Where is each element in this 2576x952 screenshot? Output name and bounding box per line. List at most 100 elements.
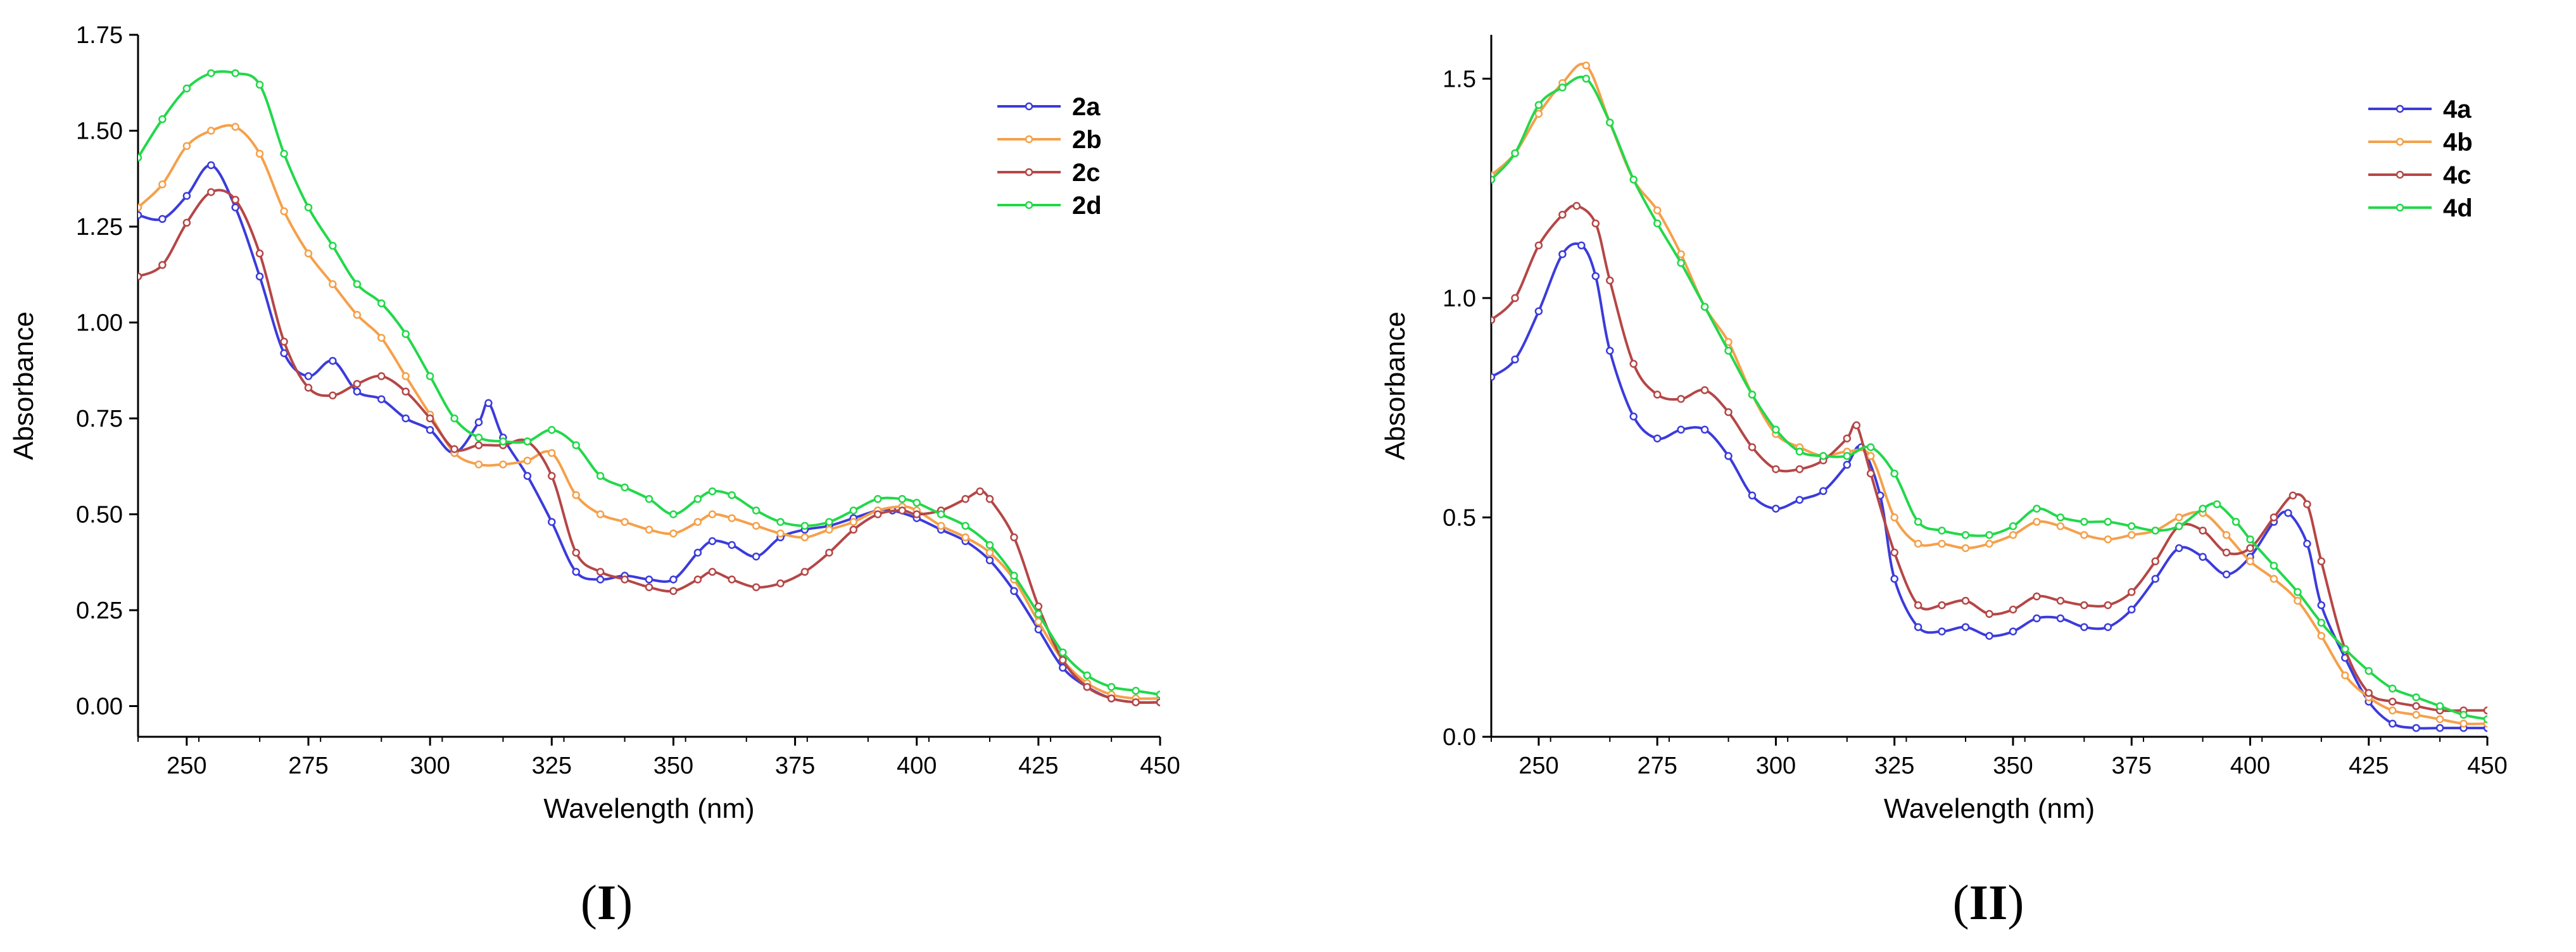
x-tick-label: 325 (532, 753, 572, 779)
series-4d (1491, 75, 2487, 723)
data-point (1985, 610, 1993, 618)
data-point (1132, 698, 1140, 706)
data-point (231, 203, 239, 211)
series-2b (138, 123, 1160, 703)
data-point (182, 192, 191, 200)
data-point (2175, 522, 2183, 530)
data-point (138, 203, 142, 211)
x-tick-label: 375 (2112, 753, 2152, 779)
x-tick-label: 400 (897, 753, 937, 779)
x-tick-label: 375 (775, 753, 815, 779)
data-point (752, 522, 761, 530)
data-point (849, 506, 858, 515)
data-point (1534, 101, 1543, 110)
data-point (645, 575, 653, 584)
x-axis-label: Wavelength (nm) (543, 793, 754, 824)
data-point (401, 372, 410, 380)
data-point (2199, 504, 2207, 513)
data-point (2199, 526, 2207, 535)
y-axis-label: Absorbance (8, 311, 39, 460)
data-point (669, 587, 678, 595)
data-point (1677, 250, 1685, 258)
data-point (1890, 575, 1898, 583)
data-point (1107, 694, 1116, 703)
data-point (1653, 391, 1662, 399)
data-point (138, 153, 142, 162)
data-point (1795, 448, 1804, 456)
data-point (2270, 513, 2278, 522)
data-point (1914, 623, 1923, 631)
data-point (1156, 698, 1160, 706)
legend-item-4c: 4c (2368, 161, 2472, 189)
data-point (621, 483, 629, 492)
data-point (450, 414, 458, 423)
panel-label: (I) (581, 875, 633, 930)
data-point (1591, 272, 1600, 280)
data-point (2033, 614, 2041, 623)
data-point (1059, 663, 1067, 672)
data-point (752, 552, 761, 561)
data-point (937, 522, 945, 530)
x-axis-label: Wavelength (nm) (1884, 793, 2095, 824)
data-point (2303, 539, 2311, 548)
data-point (2104, 601, 2112, 610)
x-tick-label: 400 (2230, 753, 2270, 779)
data-point (693, 495, 702, 503)
data-point (377, 299, 386, 308)
data-point (2270, 575, 2278, 583)
legend-item-4d: 4d (2368, 194, 2473, 222)
data-point (1629, 175, 1638, 184)
data-point (728, 575, 736, 584)
data-point (2364, 689, 2373, 697)
x-tick-label: 425 (2349, 753, 2389, 779)
panel-label: (II) (1953, 875, 2024, 930)
data-point (2127, 522, 2136, 530)
data-point (2222, 548, 2231, 557)
y-tick-label: 1.50 (76, 118, 123, 145)
legend-item-2b: 2b (997, 126, 1102, 154)
data-point (255, 149, 264, 158)
legend-label: 2a (1072, 93, 1101, 121)
data-point (2246, 544, 2254, 553)
data-point (1534, 307, 1543, 315)
data-point (1795, 465, 1804, 473)
data-point (2009, 530, 2017, 539)
data-point (304, 203, 313, 211)
data-point (1843, 452, 1852, 460)
data-point (1677, 259, 1685, 267)
data-point (1653, 206, 1662, 215)
data-point (937, 510, 945, 518)
data-point (1724, 337, 1733, 346)
data-point (353, 380, 362, 388)
data-point (1558, 250, 1567, 258)
data-point (523, 472, 532, 480)
data-point (2435, 723, 2444, 732)
series-line-2a (138, 164, 1160, 704)
data-point (825, 525, 833, 534)
data-point (548, 518, 556, 526)
data-point (898, 506, 906, 515)
data-point (1534, 241, 1543, 249)
legend-item-2c: 2c (997, 159, 1101, 187)
data-point (669, 510, 678, 518)
y-tick-label: 1.25 (76, 214, 123, 241)
data-point (1629, 360, 1638, 368)
data-point (450, 445, 458, 453)
series-2c (138, 188, 1160, 706)
data-point (1890, 548, 1898, 557)
data-point (1961, 596, 1970, 605)
data-point (1572, 202, 1581, 210)
data-point (280, 207, 288, 216)
y-tick-label: 1.0 (1443, 285, 1476, 312)
data-point (2080, 530, 2088, 539)
data-point (231, 196, 239, 204)
legend-label: 4d (2443, 194, 2473, 222)
data-point (2246, 535, 2254, 544)
data-point (669, 529, 678, 538)
data-point (1034, 617, 1043, 626)
data-point (2222, 570, 2231, 579)
data-point (1748, 391, 1757, 399)
data-point (2127, 605, 2136, 614)
data-point (572, 491, 580, 499)
data-point (2222, 530, 2231, 539)
